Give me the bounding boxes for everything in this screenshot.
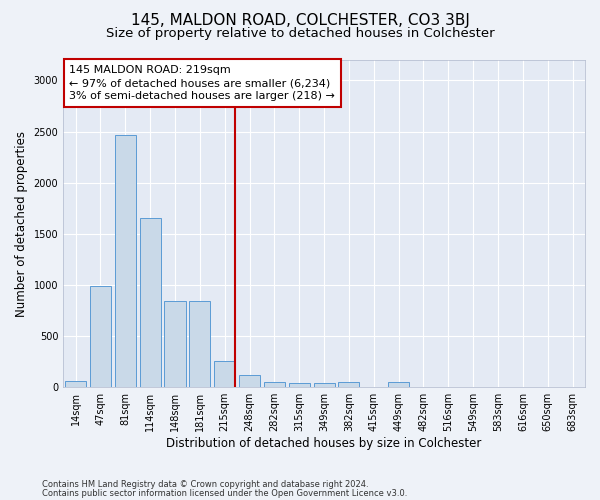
Y-axis label: Number of detached properties: Number of detached properties (15, 130, 28, 316)
Bar (164, 302, 185, 387)
Text: 145, MALDON ROAD, COLCHESTER, CO3 3BJ: 145, MALDON ROAD, COLCHESTER, CO3 3BJ (131, 12, 469, 28)
Bar (264, 382, 285, 387)
Bar (388, 382, 409, 387)
Bar (189, 302, 211, 387)
Bar (90, 286, 111, 387)
Text: Contains HM Land Registry data © Crown copyright and database right 2024.: Contains HM Land Registry data © Crown c… (42, 480, 368, 489)
Bar (115, 134, 136, 387)
Bar (65, 381, 86, 387)
Bar (314, 382, 335, 387)
Bar (140, 218, 161, 387)
Text: Size of property relative to detached houses in Colchester: Size of property relative to detached ho… (106, 28, 494, 40)
Bar (214, 360, 235, 387)
Text: Contains public sector information licensed under the Open Government Licence v3: Contains public sector information licen… (42, 488, 407, 498)
Bar (239, 376, 260, 387)
Text: 145 MALDON ROAD: 219sqm
← 97% of detached houses are smaller (6,234)
3% of semi-: 145 MALDON ROAD: 219sqm ← 97% of detache… (70, 65, 335, 102)
Bar (338, 382, 359, 387)
X-axis label: Distribution of detached houses by size in Colchester: Distribution of detached houses by size … (166, 437, 482, 450)
Bar (289, 382, 310, 387)
